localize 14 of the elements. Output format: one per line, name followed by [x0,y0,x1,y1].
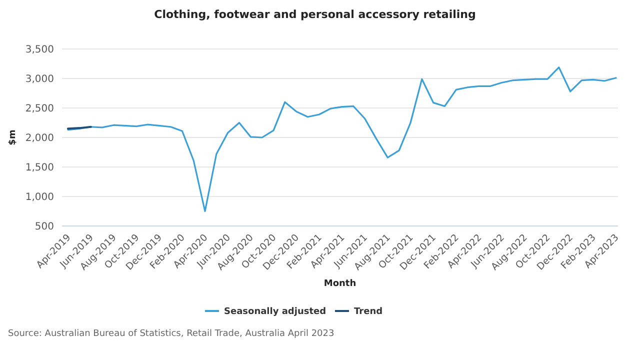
y-tick-label: 3,500 [25,44,54,56]
line-series [67,66,617,212]
y-tick-label: 2,000 [25,133,54,144]
y-axis-title: $m [8,130,18,146]
chart-title: Clothing, footwear and personal accessory retailing [154,8,476,21]
y-tick-label: 1,000 [25,192,54,203]
x-axis-title: Month [324,279,356,289]
legend-label: Trend [354,307,383,318]
y-tick-label: 3,000 [25,74,54,85]
y-tick-label: 1,500 [25,162,54,174]
y-tick-label: 2,500 [25,104,54,114]
source-note: Source: Australian Bureau of Statistics, Retail Trade, Australia April 2023 [8,329,334,339]
y-tick-label: 500 [34,222,54,232]
legend-label: Seasonally adjusted [224,307,326,318]
